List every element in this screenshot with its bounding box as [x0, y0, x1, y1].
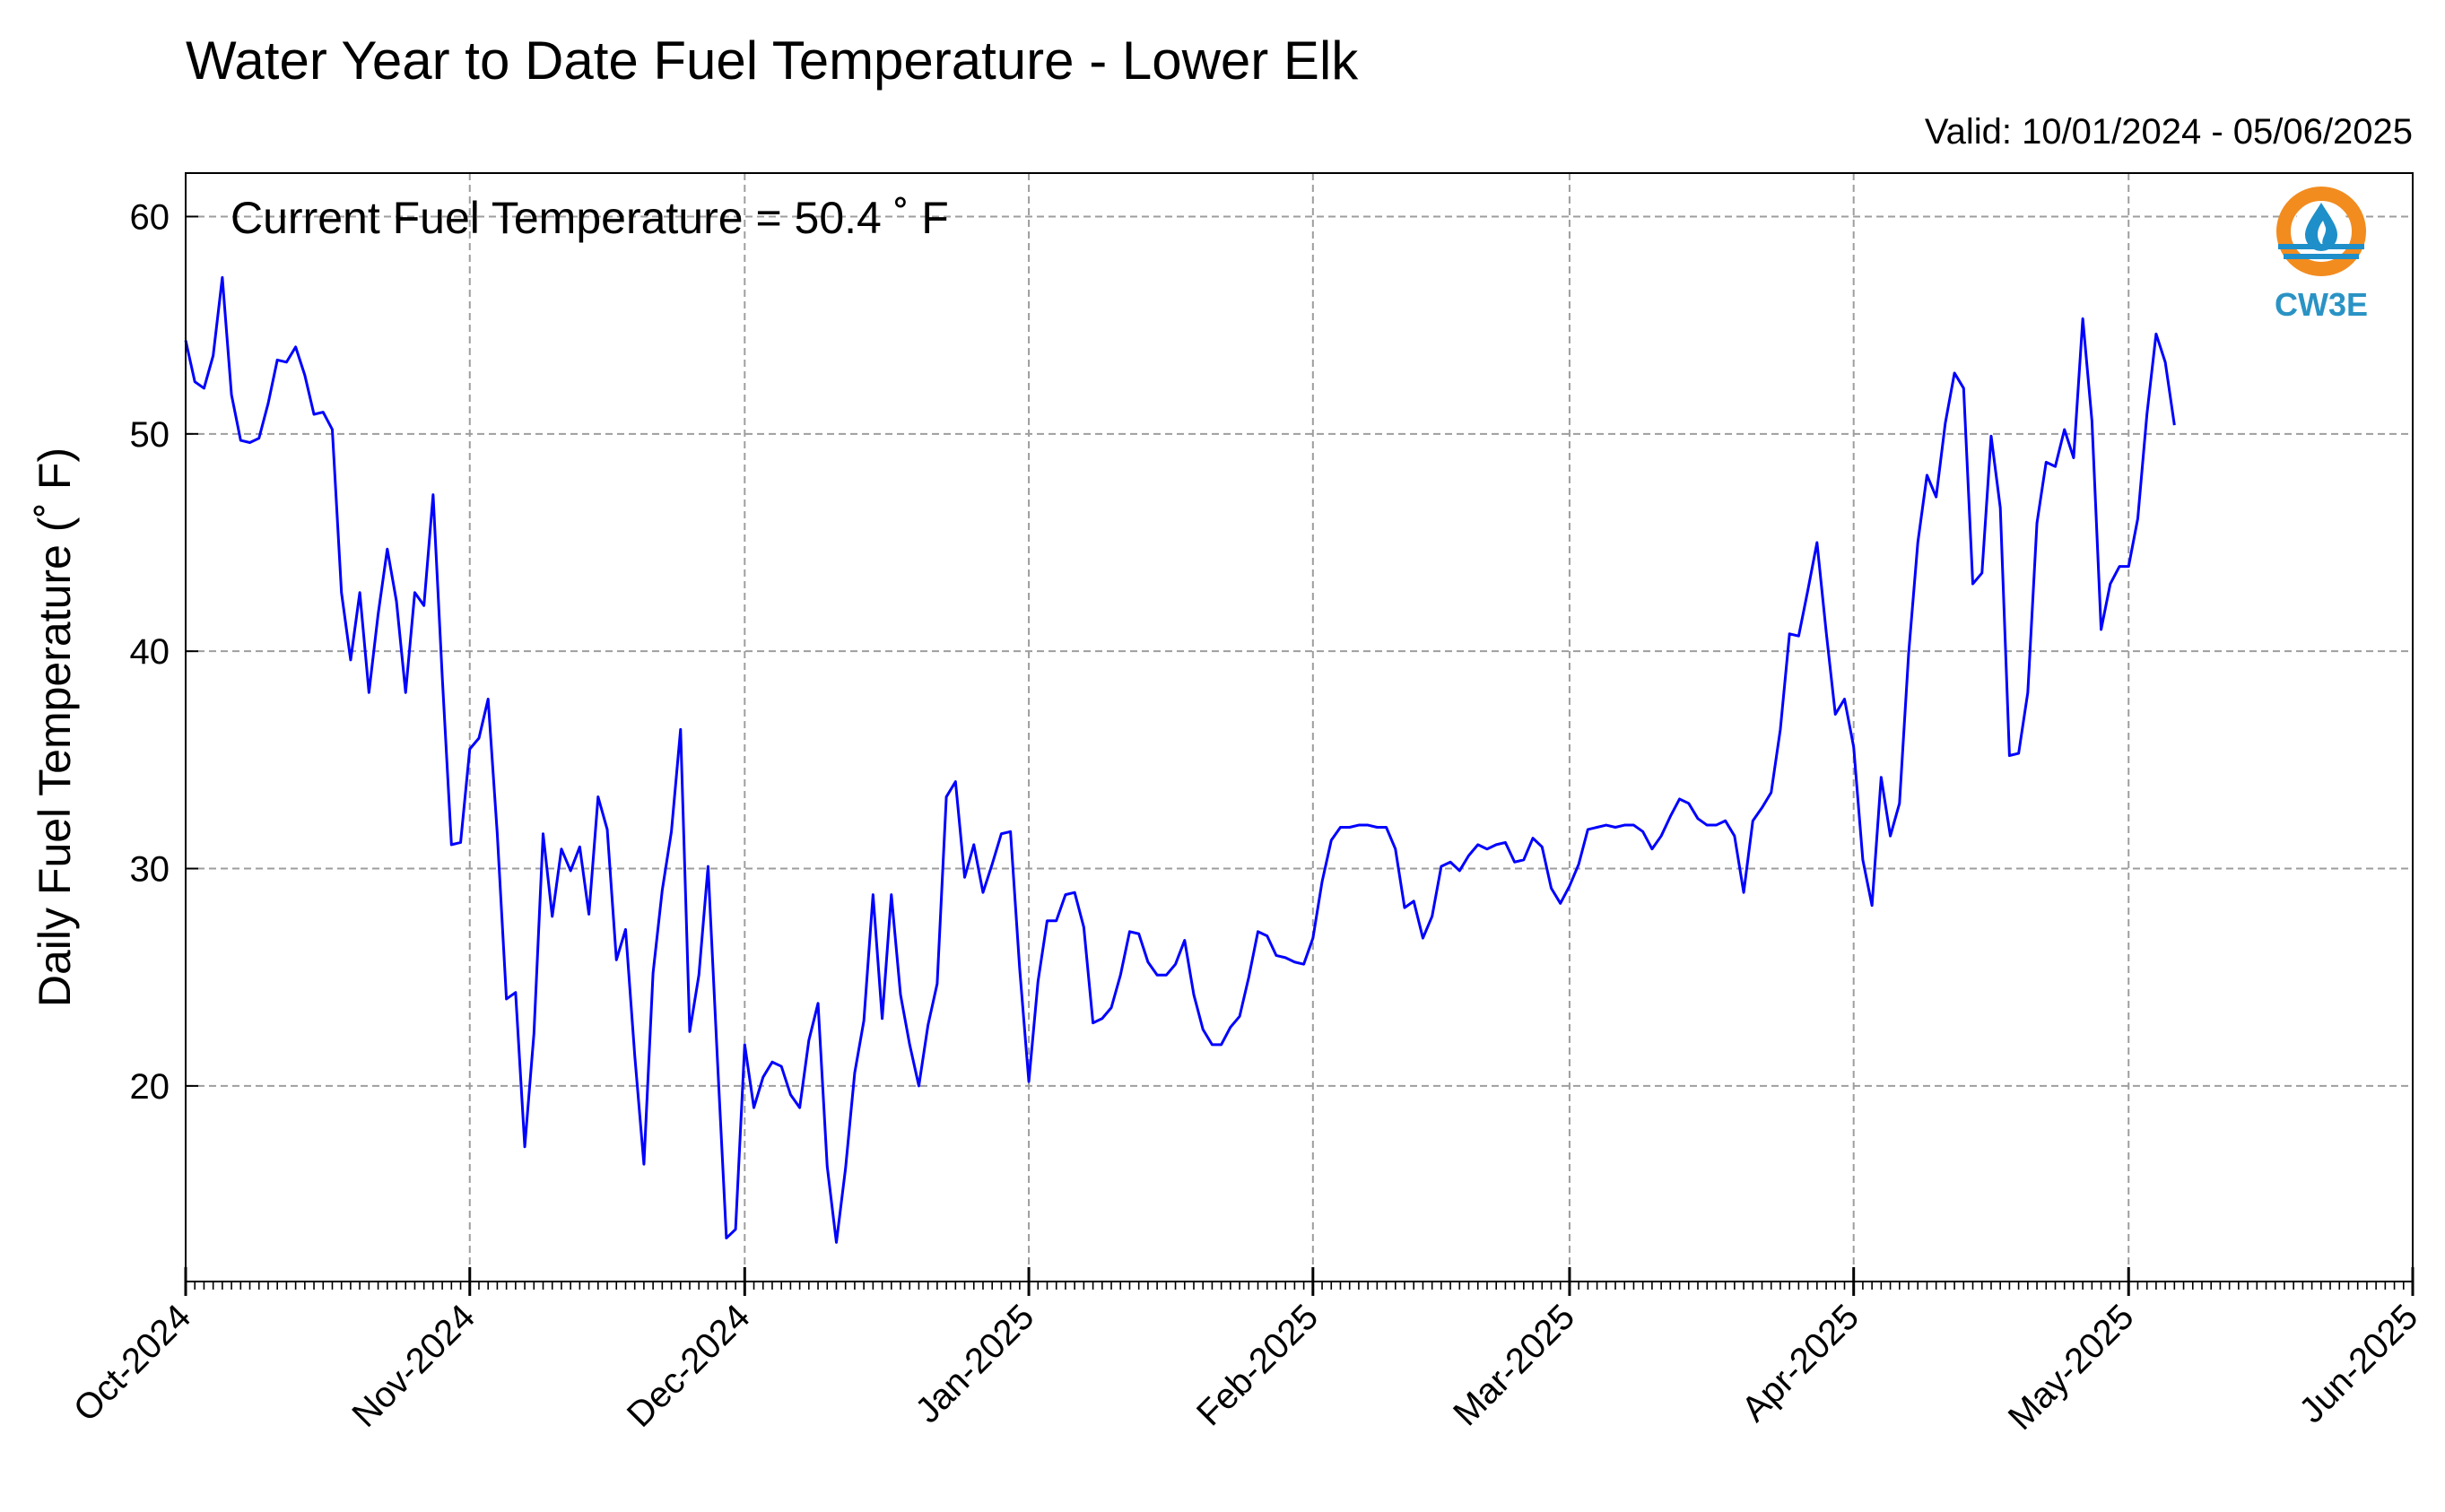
valid-date-range: Valid: 10/01/2024 - 05/06/2025: [1925, 112, 2413, 152]
current-temperature-annotation: Current Fuel Temperature = 50.4 ˚ F: [231, 193, 949, 243]
chart-title: Water Year to Date Fuel Temperature - Lo…: [186, 30, 1359, 91]
y-tick-label: 40: [130, 632, 170, 672]
fuel-temperature-line: [184, 275, 2176, 1244]
logo-ring: [2276, 187, 2366, 276]
y-axis-label: Daily Fuel Temperature (˚ F): [30, 448, 80, 1007]
y-tick-label: 60: [130, 197, 170, 237]
y-tick-label: 50: [130, 415, 170, 455]
y-tick-label: 20: [130, 1067, 170, 1107]
logo-wave-1: [2278, 244, 2364, 249]
cw3e-logo: CW3E: [2275, 187, 2368, 323]
logo-text: CW3E: [2275, 286, 2368, 323]
flame-icon: [2318, 221, 2327, 246]
data-line-layer: [184, 275, 2176, 1244]
y-tick-label: 30: [130, 850, 170, 890]
plot-frame: [185, 172, 2414, 1282]
logo-wave-2: [2284, 254, 2359, 259]
grid: [186, 173, 2413, 1282]
